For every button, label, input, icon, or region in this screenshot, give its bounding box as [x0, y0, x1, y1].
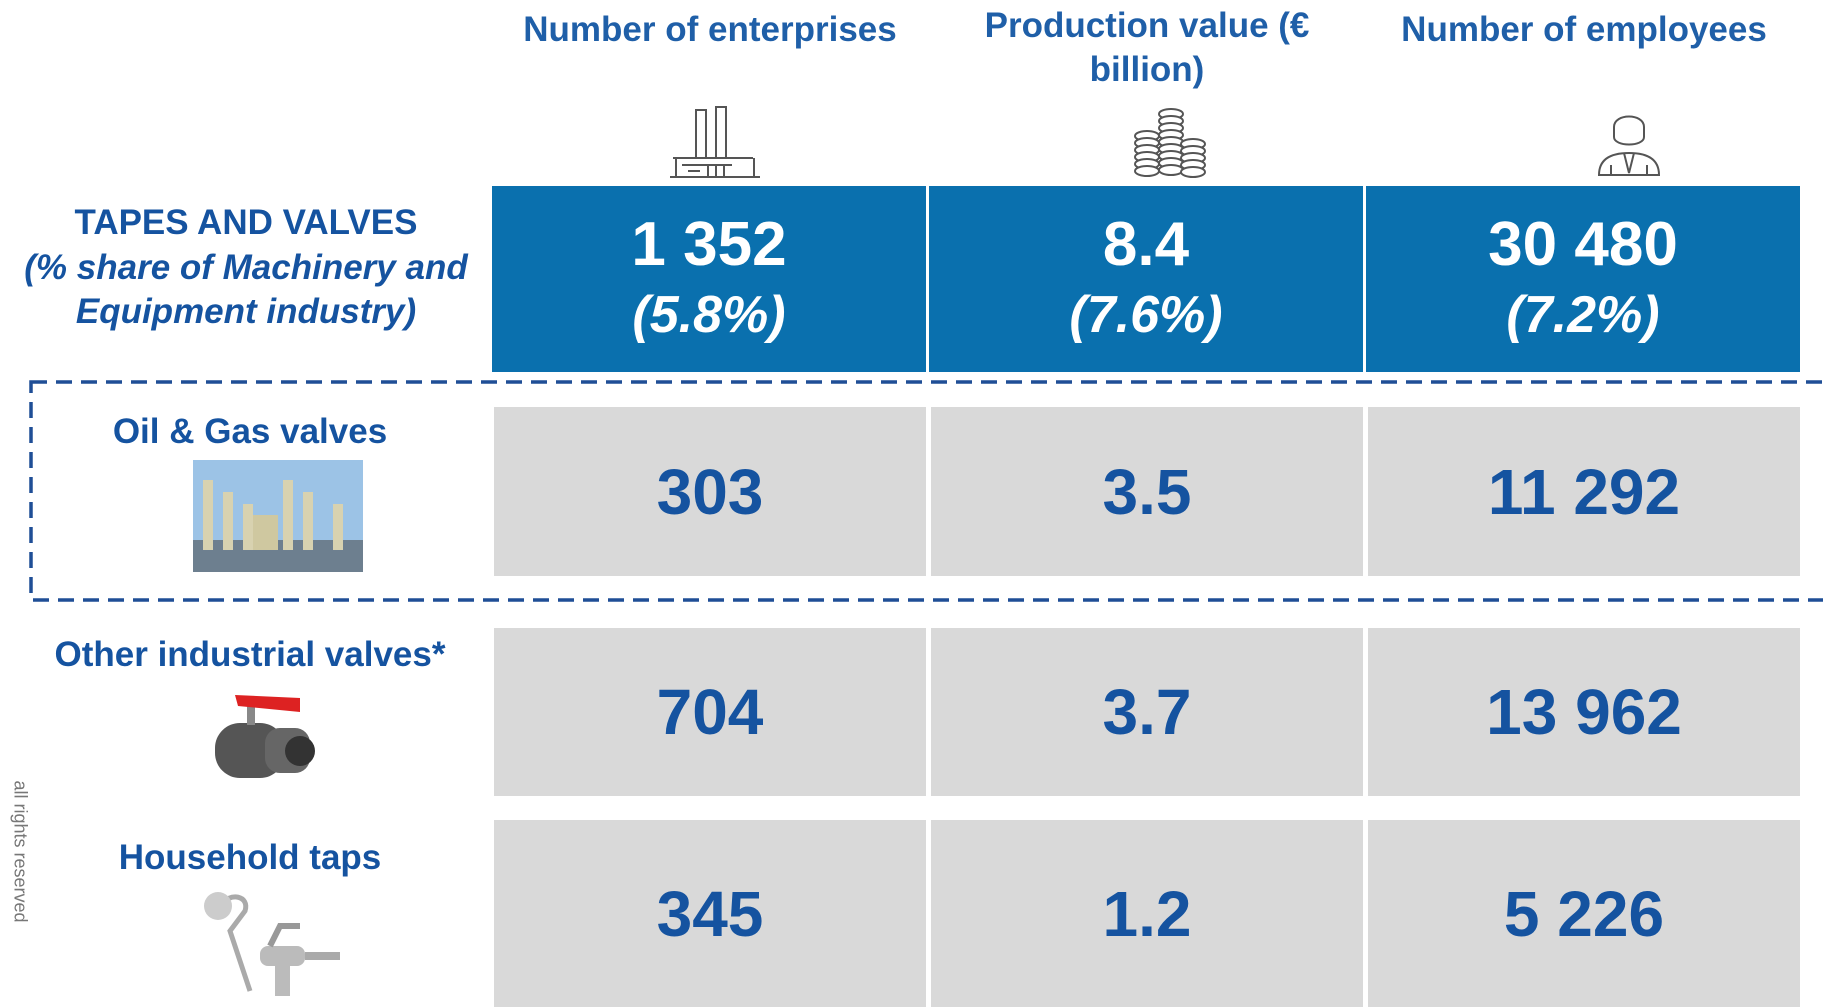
- column-header: Number of employees: [1401, 10, 1767, 49]
- row-cell: 11 292: [1368, 407, 1800, 576]
- summary-share: (7.2%): [1506, 286, 1660, 344]
- summary-share: (5.8%): [632, 286, 786, 344]
- row-label: Household taps: [118, 838, 382, 877]
- summary-value: 1 352: [631, 210, 787, 279]
- column-header: Number of enterprises: [523, 10, 897, 49]
- summary-label: TAPES AND VALVES (% share of Machinery an…: [0, 200, 492, 334]
- row-label: Oil & Gas valves: [112, 412, 388, 451]
- row-value: 3.5: [1102, 455, 1192, 528]
- row-cell: 303: [494, 407, 926, 576]
- row-value: 345: [656, 877, 764, 950]
- highlight-box: [29, 380, 1823, 602]
- row-cell: 1.2: [931, 820, 1363, 1007]
- row-cell: 3.5: [931, 407, 1363, 576]
- row-value: 303: [656, 455, 764, 528]
- row-image: [204, 892, 340, 996]
- side-text: all rights reserved: [10, 780, 31, 923]
- coins-icon: [1134, 108, 1206, 178]
- row-cell: 5 226: [1368, 820, 1800, 1007]
- row-image: [193, 460, 363, 572]
- row-image: [215, 695, 315, 778]
- summary-cell: 30 480 (7.2%): [1366, 186, 1800, 372]
- row-cell: 3.7: [931, 628, 1363, 796]
- summary-cell: 8.4 (7.6%): [929, 186, 1363, 372]
- summary-title: TAPES AND VALVES: [74, 203, 418, 242]
- row-value: 1.2: [1102, 877, 1192, 950]
- column-header: Production value (€ billion): [984, 6, 1310, 89]
- row-value: 13 962: [1486, 676, 1682, 748]
- factory-icon: [670, 106, 760, 178]
- row-value: 704: [656, 676, 764, 748]
- summary-share: (7.6%): [1069, 286, 1223, 344]
- summary-subtitle: (% share of Machinery and Equipment indu…: [24, 248, 468, 331]
- row-value: 5 226: [1503, 877, 1665, 950]
- employee-icon: [1597, 115, 1661, 176]
- row-cell: 345: [494, 820, 926, 1007]
- row-value: 11 292: [1487, 455, 1681, 528]
- summary-value: 8.4: [1102, 210, 1190, 279]
- row-cell: 13 962: [1368, 628, 1800, 796]
- row-label: Other industrial valves*: [54, 635, 446, 674]
- summary-cell: 1 352 (5.8%): [492, 186, 926, 372]
- row-value: 3.7: [1102, 676, 1192, 748]
- summary-value: 30 480: [1488, 210, 1678, 279]
- row-cell: 704: [494, 628, 926, 796]
